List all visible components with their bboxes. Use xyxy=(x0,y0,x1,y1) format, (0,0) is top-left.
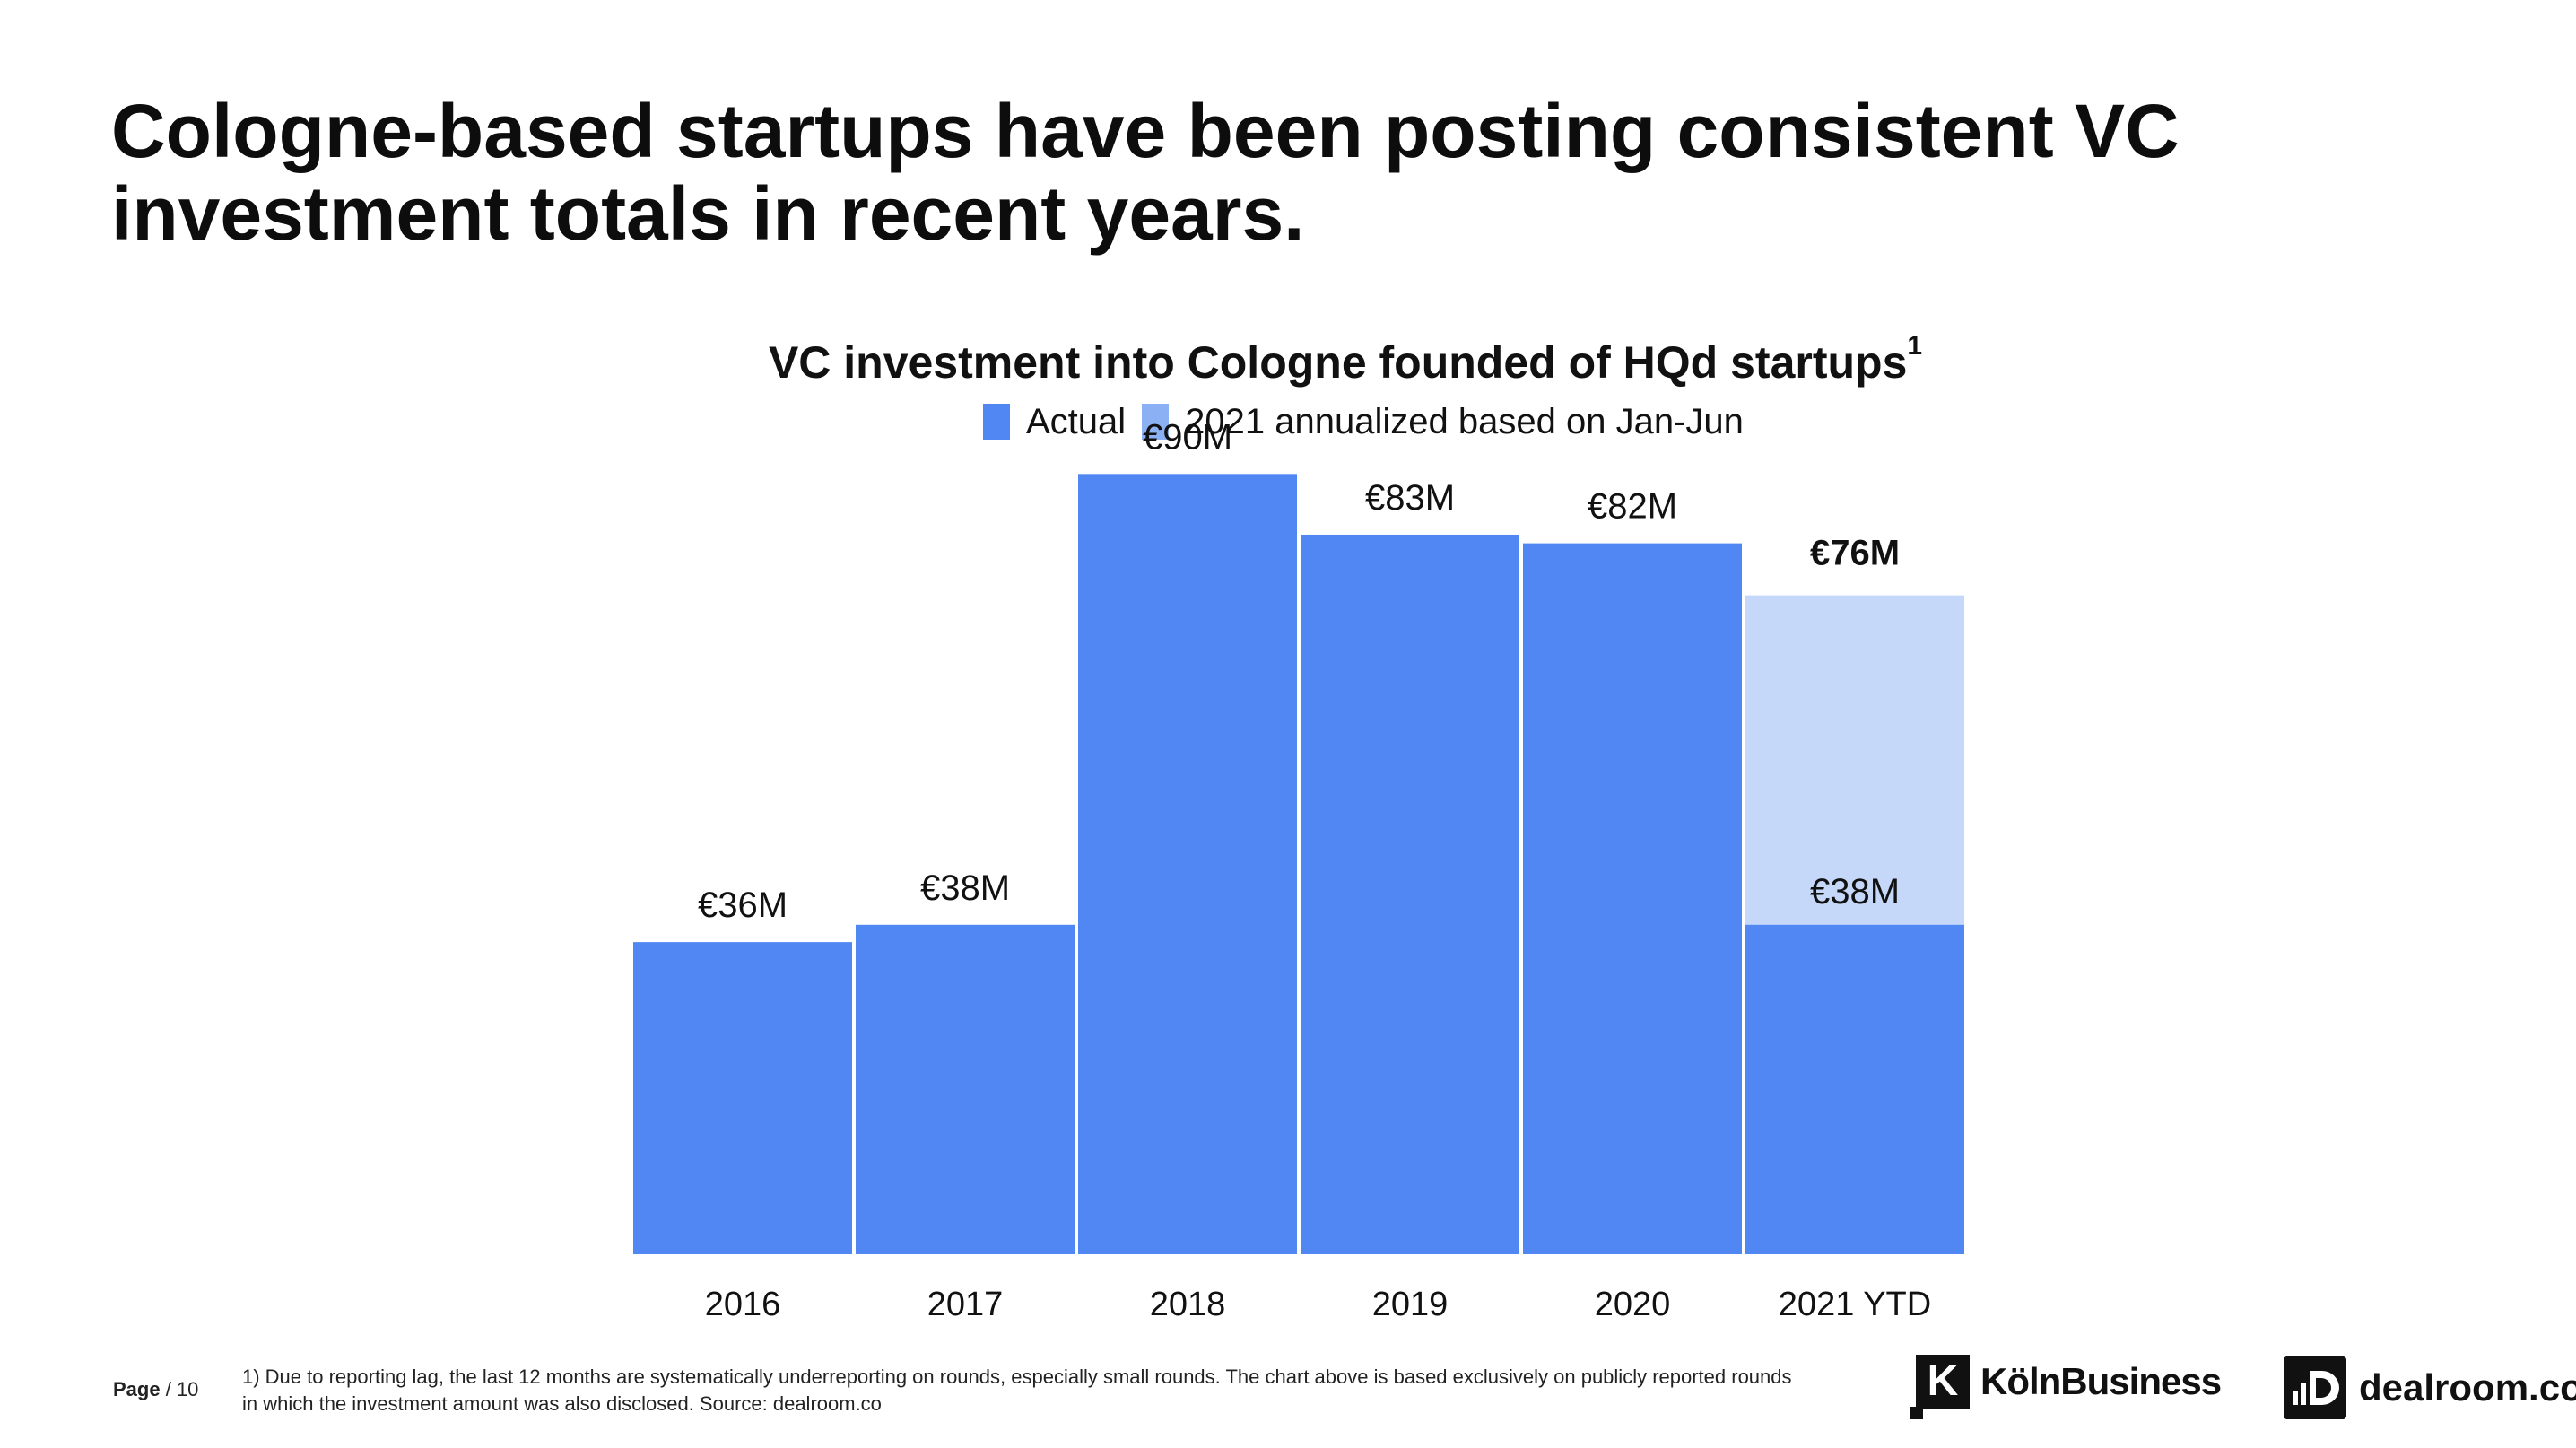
page-indicator: Page / 10 xyxy=(113,1378,198,1401)
legend-label-actual: Actual xyxy=(1026,401,1127,441)
chart-title-text: VC investment into Cologne founded of HQ… xyxy=(768,337,1908,388)
bar-actual-2019 xyxy=(1301,534,1519,1254)
legend-swatch-annualized xyxy=(1142,404,1170,440)
page-headline: Cologne-based startups have been posting… xyxy=(111,90,2354,255)
headline-line-2: investment totals in recent years. xyxy=(111,171,1305,256)
koln-business-wordmark: KölnBusiness xyxy=(1980,1360,2222,1402)
legend-item-actual: Actual xyxy=(983,402,1126,442)
page-label: Page xyxy=(113,1378,161,1400)
bar-actual-2020 xyxy=(1523,543,1742,1254)
legend-item-annualized: 2021 annualized based on Jan-Jun xyxy=(1142,402,1744,442)
bar-actual-2016 xyxy=(633,942,852,1254)
data-label-2017: €38M xyxy=(920,868,1010,908)
x-tick-label-2016: 2016 xyxy=(705,1286,781,1323)
bar-actual-2021-ytd xyxy=(1745,924,1964,1254)
x-tick-label-2020: 2020 xyxy=(1595,1286,1671,1323)
dealroom-d-icon xyxy=(2284,1356,2346,1419)
x-tick-label-2017: 2017 xyxy=(927,1286,1004,1323)
chart-title: VC investment into Cologne founded of HQ… xyxy=(0,331,2576,388)
dealroom-logo: dealroom.co xyxy=(2284,1356,2576,1419)
data-label-2020: €82M xyxy=(1588,487,1677,527)
data-label-2018: €90M xyxy=(1143,417,1232,457)
bar-actual-2017 xyxy=(856,924,1075,1254)
x-tick-label-2018: 2018 xyxy=(1150,1286,1226,1323)
data-label-2021-ytd: €38M xyxy=(1810,872,1900,912)
dealroom-wordmark: dealroom.co xyxy=(2359,1366,2576,1409)
data-label-2016: €36M xyxy=(698,885,788,925)
koln-business-logo: K KölnBusiness xyxy=(1910,1355,2222,1419)
chart-footnote: 1) Due to reporting lag, the last 12 mon… xyxy=(242,1365,1792,1415)
data-label-2019: €83M xyxy=(1365,478,1455,518)
headline-line-1: Cologne-based startups have been posting… xyxy=(111,89,2180,173)
data-label-annualized-2021-ytd: €76M xyxy=(1810,534,1900,573)
legend-swatch-actual xyxy=(983,404,1010,440)
x-tick-label-2019: 2019 xyxy=(1372,1286,1449,1323)
x-tick-label-2021-ytd: 2021 YTD xyxy=(1779,1286,1931,1323)
legend-label-annualized: 2021 annualized based on Jan-Jun xyxy=(1185,401,1744,441)
page-number: / 10 xyxy=(165,1378,199,1400)
chart-title-footnote-mark: 1 xyxy=(1907,331,1923,361)
bar-actual-2018 xyxy=(1078,474,1297,1254)
chart-legend: Actual 2021 annualized based on Jan-Jun xyxy=(983,399,1760,444)
koln-k-icon: K xyxy=(1910,1355,1970,1419)
